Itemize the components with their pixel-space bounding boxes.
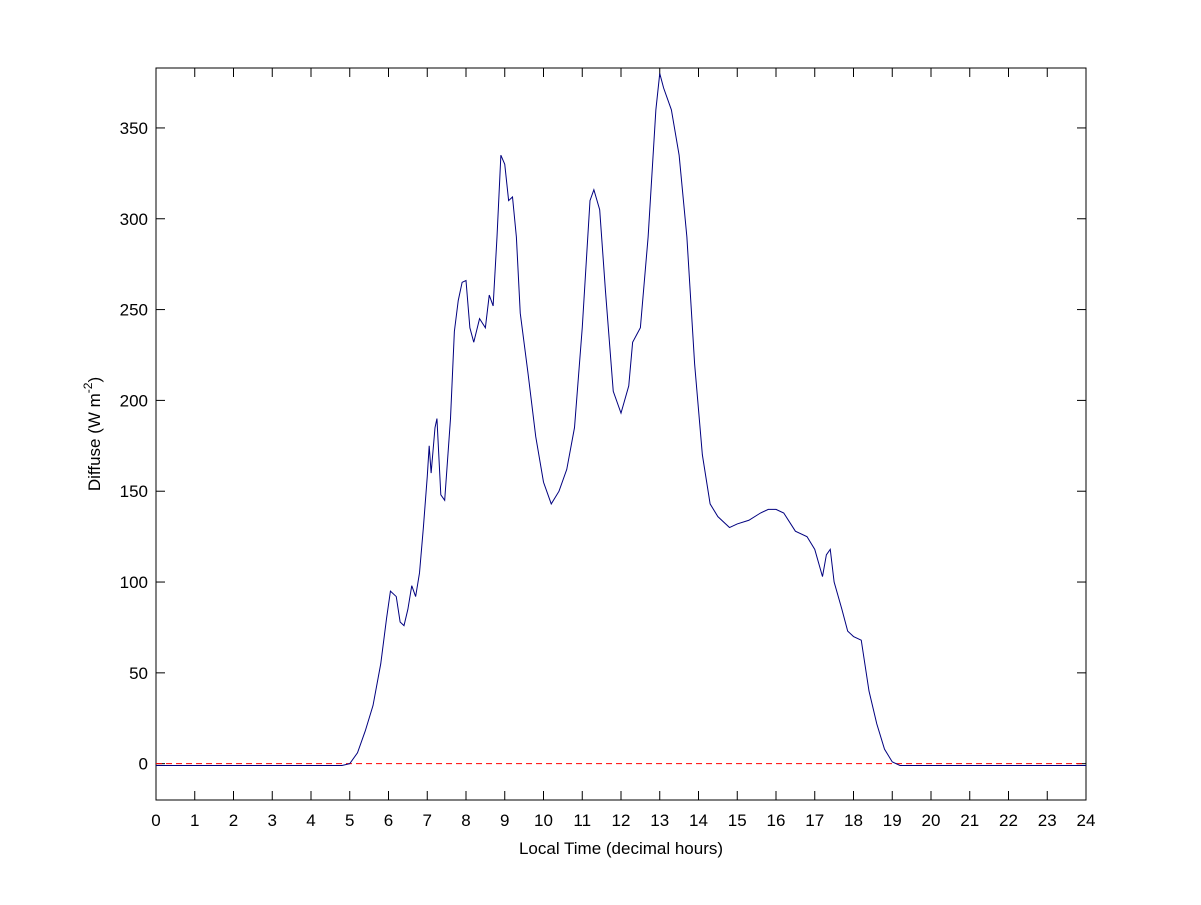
x-tick-label: 18 <box>844 811 863 830</box>
y-tick-label: 150 <box>120 482 148 501</box>
x-tick-label: 15 <box>728 811 747 830</box>
y-tick-label: 350 <box>120 119 148 138</box>
x-tick-label: 24 <box>1077 811 1096 830</box>
x-tick-label: 20 <box>922 811 941 830</box>
x-tick-label: 2 <box>229 811 238 830</box>
x-tick-label: 14 <box>689 811 708 830</box>
y-tick-label: 50 <box>129 664 148 683</box>
x-tick-label: 9 <box>500 811 509 830</box>
x-tick-label: 4 <box>306 811 315 830</box>
x-tick-label: 22 <box>999 811 1018 830</box>
x-tick-label: 12 <box>612 811 631 830</box>
x-tick-label: 13 <box>650 811 669 830</box>
x-tick-label: 10 <box>534 811 553 830</box>
data-line <box>156 73 1086 766</box>
plot-area <box>155 67 1087 801</box>
x-tick-label: 0 <box>151 811 160 830</box>
x-tick-label: 8 <box>461 811 470 830</box>
x-tick-label: 21 <box>960 811 979 830</box>
x-tick-label: 17 <box>805 811 824 830</box>
x-tick-label: 6 <box>384 811 393 830</box>
x-tick-label: 16 <box>767 811 786 830</box>
x-tick-label: 3 <box>268 811 277 830</box>
x-tick-label: 7 <box>423 811 432 830</box>
x-tick-label: 5 <box>345 811 354 830</box>
x-tick-label: 19 <box>883 811 902 830</box>
y-tick-label: 250 <box>120 301 148 320</box>
x-tick-label: 23 <box>1038 811 1057 830</box>
y-axis-label-sup: -2 <box>81 382 95 393</box>
x-tick-label: 11 <box>573 811 591 830</box>
y-axis-label-part: ) <box>85 377 104 383</box>
y-tick-label: 200 <box>120 391 148 410</box>
y-tick-label: 100 <box>120 573 148 592</box>
x-tick-label: 1 <box>190 811 199 830</box>
y-axis-label-part: Diffuse (W m <box>85 393 104 491</box>
x-axis-label: Local Time (decimal hours) <box>519 839 723 858</box>
y-tick-label: 0 <box>139 755 148 774</box>
y-axis-label: Diffuse (W m-2) <box>81 377 104 491</box>
y-tick-label: 300 <box>120 210 148 229</box>
